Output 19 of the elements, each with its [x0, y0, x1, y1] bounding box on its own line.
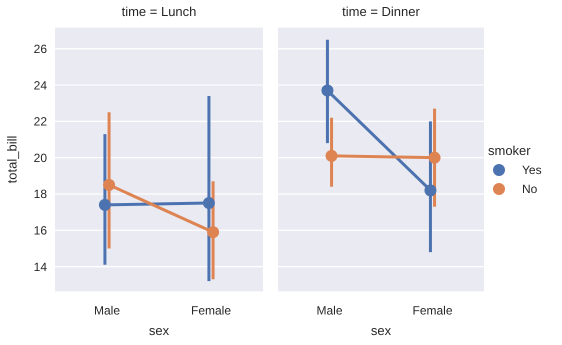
- legend-label: Yes: [522, 162, 542, 176]
- y-axis-title: total_bill: [4, 136, 20, 184]
- y-tick-label: 18: [34, 187, 48, 202]
- x-tick-label: Female: [190, 304, 232, 318]
- legend-title: smoker: [488, 143, 532, 158]
- x-tick-label: Male: [316, 304, 343, 318]
- y-tick-label: 26: [34, 42, 48, 56]
- y-tick-label: 20: [34, 150, 48, 165]
- chart-title: time = Dinner: [341, 4, 421, 19]
- legend-label: No: [522, 182, 538, 196]
- y-tick-label: 16: [34, 224, 48, 238]
- y-tick-label: 14: [34, 260, 48, 274]
- x-axis-title: sex: [148, 323, 170, 338]
- x-tick-label: Male: [94, 304, 120, 318]
- y-tick-label: 24: [34, 78, 48, 92]
- chart-title: time = Lunch: [120, 4, 198, 19]
- y-tick-label: 22: [34, 114, 48, 129]
- x-tick-label: Female: [412, 304, 453, 318]
- x-axis-title: sex: [370, 323, 392, 338]
